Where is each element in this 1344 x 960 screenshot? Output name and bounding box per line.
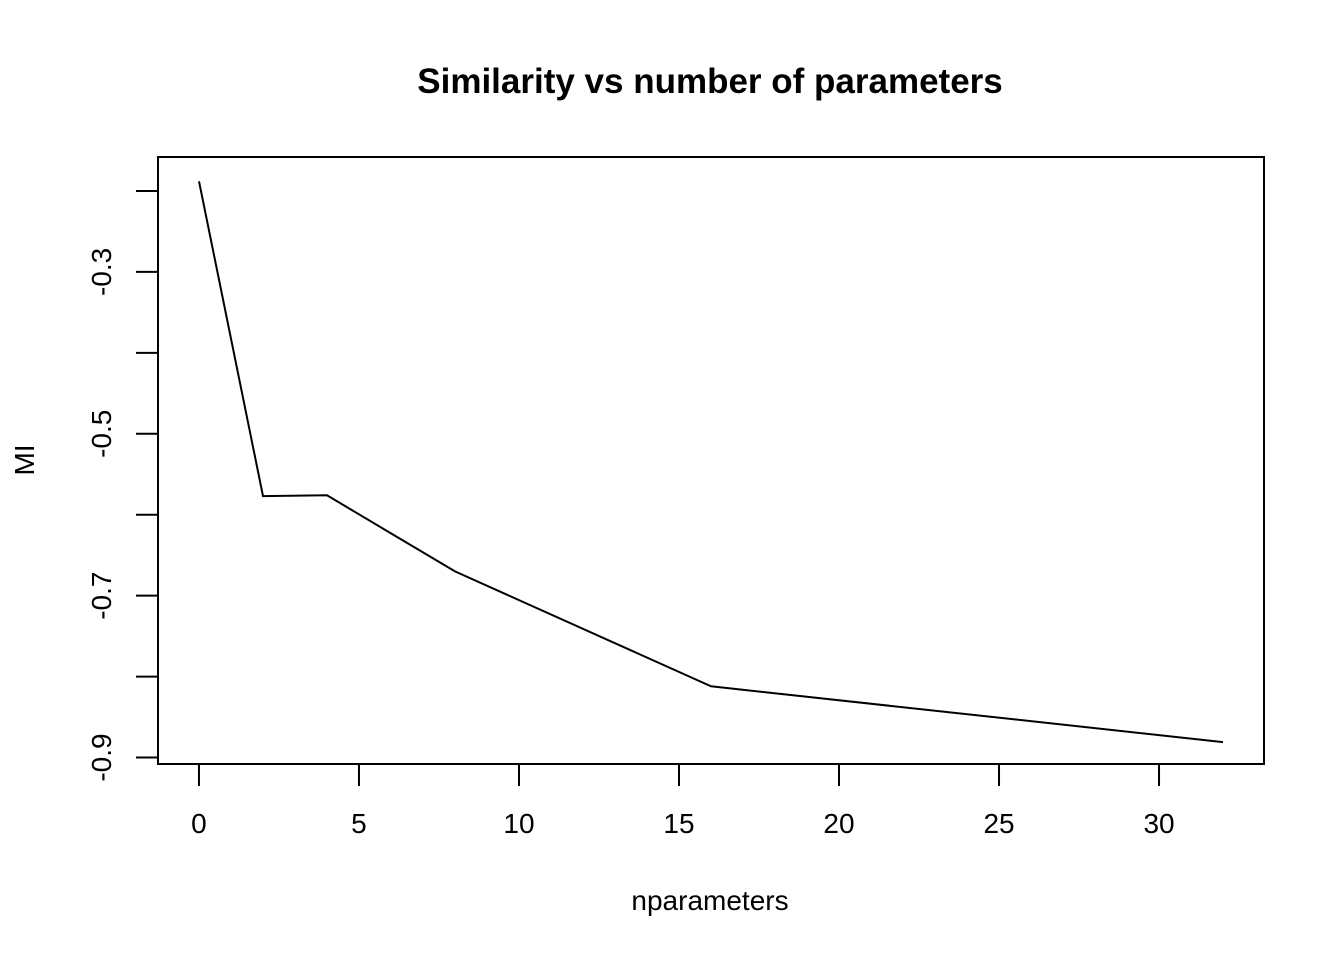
plot-frame (157, 156, 1265, 765)
x-tick-label: 0 (191, 808, 207, 839)
chart-title: Similarity vs number of parameters (417, 62, 1003, 101)
x-tick-label: 25 (983, 808, 1014, 839)
x-tick-label: 15 (663, 808, 694, 839)
x-axis: 0 5 10 15 20 25 30 (191, 764, 1175, 839)
y-axis-label: MI (9, 444, 40, 475)
series-line (198, 181, 1224, 744)
x-tick-label: 20 (823, 808, 854, 839)
x-tick-label: 5 (351, 808, 367, 839)
x-tick-label: 10 (503, 808, 534, 839)
y-tick-label: -0.7 (86, 572, 117, 620)
x-tick-label: 30 (1143, 808, 1174, 839)
x-axis-label: nparameters (631, 885, 788, 916)
y-tick-label: -0.3 (86, 248, 117, 296)
y-axis: -0.3 -0.5 -0.7 -0.9 (86, 189, 158, 782)
y-tick-label: -0.5 (86, 410, 117, 458)
y-tick-label: -0.9 (86, 733, 117, 781)
